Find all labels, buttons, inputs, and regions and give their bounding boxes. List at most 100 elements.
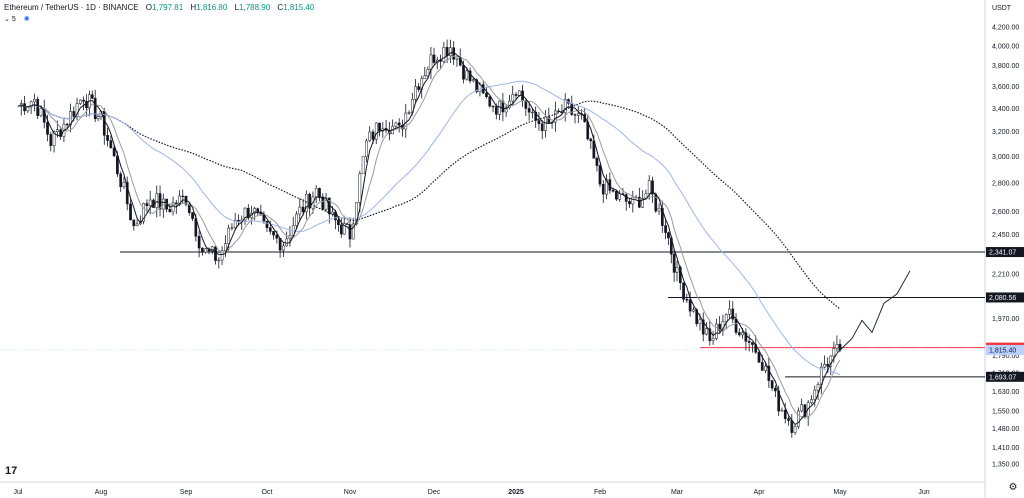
candle-body: [774, 387, 777, 392]
candle-body: [429, 54, 433, 70]
candle-body: [426, 69, 430, 77]
candle-body: [181, 195, 185, 198]
candle-body: [667, 232, 670, 239]
candle-body: [527, 108, 531, 113]
candle-body: [783, 409, 787, 419]
indicator-toggle[interactable]: ⌄ 5 ✺: [4, 15, 30, 23]
candle-body: [321, 196, 325, 210]
candle-body: [432, 54, 436, 63]
candle-body: [331, 211, 334, 215]
candle-body: [178, 195, 181, 206]
candle-body: [365, 140, 368, 157]
candle-body: [511, 94, 515, 102]
chevron-down-icon[interactable]: ⌄: [4, 16, 10, 23]
candle-body: [514, 94, 518, 96]
candle-body: [224, 243, 227, 251]
candle-body: [595, 158, 599, 166]
y-tick-label: 2,450.00: [992, 232, 1019, 239]
candle-body: [494, 106, 498, 115]
chart-legend: Ethereum / TetherUS · 1D · BINANCE O1,79…: [4, 3, 314, 12]
level-label: 1,693.07: [989, 374, 1016, 381]
candle-body: [26, 106, 30, 112]
candle-body: [308, 193, 311, 209]
candle-body: [417, 86, 421, 90]
candle-body: [601, 184, 605, 195]
candle-body: [374, 122, 378, 140]
candle-body: [394, 122, 398, 127]
candle-body: [214, 246, 217, 261]
candle-body: [475, 79, 478, 92]
candle-body: [191, 212, 194, 219]
candle-body: [651, 180, 654, 195]
candle-body: [268, 227, 272, 232]
candle-body: [744, 332, 748, 342]
candle-body: [285, 238, 289, 247]
candle-body: [823, 363, 826, 368]
candle-body: [129, 203, 132, 221]
candle-body: [82, 99, 85, 102]
projection-path: [839, 270, 911, 351]
candle-body: [210, 246, 214, 252]
symbol-title[interactable]: Ethereum / TetherUS · 1D · BINANCE: [4, 3, 139, 12]
y-tick-label: 3,400.00: [992, 106, 1019, 113]
candle-body: [29, 101, 33, 108]
candle-body: [605, 179, 608, 195]
candle-body: [46, 122, 49, 135]
open-value: 1,797.81: [152, 3, 184, 12]
candle-body: [657, 208, 661, 212]
candle-body: [764, 365, 767, 371]
candle-body: [747, 341, 751, 343]
candle-body: [491, 105, 495, 108]
candle-body: [767, 365, 771, 381]
candle-body: [675, 266, 679, 273]
candle-body: [803, 404, 807, 417]
visibility-icon[interactable]: ✺: [23, 16, 30, 23]
x-tick-label: Mar: [671, 489, 684, 496]
candle-body: [576, 113, 580, 116]
candle-body: [39, 108, 43, 116]
candle-body: [295, 213, 298, 226]
candle-body: [52, 131, 56, 146]
candle-body: [337, 219, 340, 226]
candle-body: [573, 114, 577, 116]
candle-body: [314, 188, 318, 198]
level-label-bg: [986, 371, 1024, 382]
y-tick-label: 2,800.00: [992, 181, 1019, 188]
y-tick-label: 2,600.00: [992, 209, 1019, 216]
candle-body: [780, 409, 784, 412]
candle-body: [407, 112, 411, 114]
candle-body: [204, 248, 208, 253]
candle-body: [813, 389, 817, 400]
candle-body: [760, 362, 764, 371]
candle-body: [397, 122, 401, 126]
candle-body: [531, 111, 534, 114]
candle-body: [554, 110, 557, 123]
candle-body: [305, 193, 308, 212]
candle-body: [243, 207, 247, 221]
candle-body: [664, 225, 667, 233]
candle-body: [826, 363, 830, 367]
candle-body: [75, 103, 79, 117]
low-label: L: [234, 3, 240, 12]
candle-body: [122, 181, 126, 188]
ma-100-line: [17, 80, 841, 376]
y-tick-label: 1,970.00: [992, 316, 1019, 323]
candle-body: [217, 259, 221, 262]
y-tick-label: 1,550.00: [992, 408, 1019, 415]
candle-body: [72, 111, 76, 117]
x-tick-label: Oct: [262, 489, 273, 496]
y-tick-label: 1,630.00: [992, 389, 1019, 396]
candle-body: [797, 410, 800, 427]
open-label: O: [145, 3, 153, 12]
candle-body: [537, 120, 541, 124]
gear-icon[interactable]: ⚙: [1008, 482, 1018, 493]
y-tick-label: 1,790.00: [992, 353, 1019, 360]
candle-body: [414, 86, 417, 100]
candle-body: [728, 308, 731, 315]
candle-body: [102, 110, 106, 136]
x-tick-label: Nov: [344, 489, 357, 496]
candle-body: [275, 234, 279, 239]
candle-body: [135, 223, 139, 227]
candle-body: [132, 219, 136, 227]
